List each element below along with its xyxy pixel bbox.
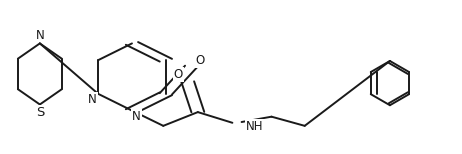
Text: O: O bbox=[196, 54, 205, 67]
Text: N: N bbox=[132, 110, 141, 123]
Text: N: N bbox=[36, 28, 44, 42]
Text: N: N bbox=[88, 93, 97, 106]
Text: S: S bbox=[36, 106, 44, 119]
Text: NH: NH bbox=[246, 120, 264, 133]
Text: O: O bbox=[174, 68, 183, 81]
